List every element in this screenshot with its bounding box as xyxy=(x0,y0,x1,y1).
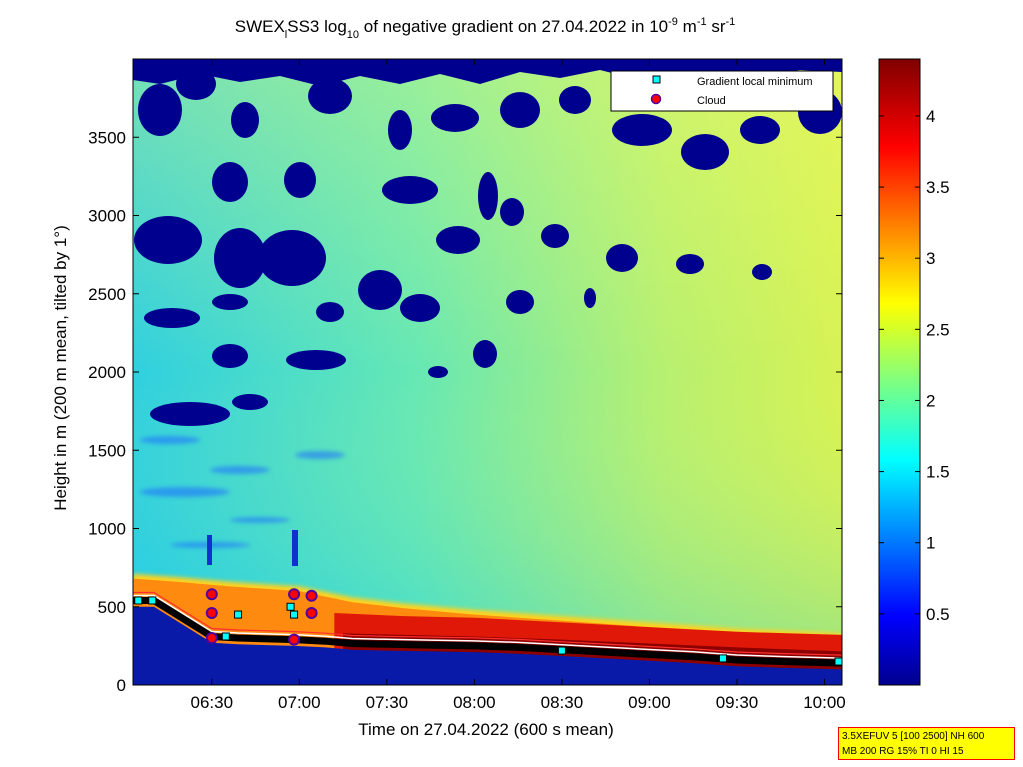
x-axis-label: Time on 27.04.2022 (600 s mean) xyxy=(358,720,613,739)
x-tick-label: 09:00 xyxy=(628,693,671,712)
x-axis: 06:30 07:00 07:30 08:00 08:30 09:00 09:30 10:00 xyxy=(191,59,846,712)
cloud-marker xyxy=(288,633,301,646)
title-sub2: 10 xyxy=(347,29,359,41)
title-sup3: -1 xyxy=(725,16,735,28)
title-sub1: l xyxy=(285,29,287,41)
info-line-2: MB 200 RG 15% TI 0 HI 15 xyxy=(842,746,964,757)
marker-overlay xyxy=(133,588,842,667)
cloud-marker xyxy=(288,588,301,601)
chart-title: SWEXlSS3 log10 of negative gradient on 2… xyxy=(235,16,736,41)
gradient-minimum-marker xyxy=(834,657,842,666)
colorbar-tick-label: 3.5 xyxy=(926,178,950,197)
x-tick-label: 07:00 xyxy=(278,693,321,712)
legend-label-cloud: Cloud xyxy=(697,95,726,107)
y-axis: 0 500 1000 1500 2000 2500 3000 3500 xyxy=(88,128,842,695)
y-tick-label: 0 xyxy=(117,676,126,695)
negative-gradient-gaps xyxy=(133,59,842,426)
cloud-marker xyxy=(205,588,218,601)
title-mid: SS3 log xyxy=(287,17,347,36)
legend-label-gradient-minimum: Gradient local minimum xyxy=(697,76,813,88)
vertical-streaks xyxy=(207,530,298,566)
x-tick-label: 09:30 xyxy=(716,693,759,712)
boundary-line-red xyxy=(133,591,842,656)
colorbar-tick-label: 2.5 xyxy=(926,320,950,339)
ground-clutter-region xyxy=(133,606,842,685)
legend: Gradient local minimum Cloud xyxy=(610,70,834,112)
title-sup2: -1 xyxy=(697,16,707,28)
gradient-minimum-marker xyxy=(290,610,299,619)
colorbar-tick-label: 0.5 xyxy=(926,605,950,624)
y-tick-label: 1000 xyxy=(88,520,126,539)
x-tick-label: 08:30 xyxy=(541,693,584,712)
title-rest: of negative gradient on 27.04.2022 in 10 xyxy=(359,17,668,36)
gradient-minimum-marker xyxy=(557,646,566,655)
cloud-marker xyxy=(305,589,318,602)
gradient-minimum-marker xyxy=(221,632,230,641)
cloud-marker xyxy=(205,632,218,645)
colorbar: 0.5 1 1.5 2 2.5 3 3.5 4 xyxy=(878,58,950,686)
colorbar-tick-label: 1 xyxy=(926,534,935,553)
gradient-minimum-marker xyxy=(134,596,143,605)
colorbar-gradient xyxy=(878,58,921,686)
y-tick-label: 1500 xyxy=(88,441,126,460)
title-sup1: -9 xyxy=(668,16,678,28)
colorbar-tick-label: 1.5 xyxy=(926,463,950,482)
colorbar-tick-label: 4 xyxy=(926,107,935,126)
heatmap-vertical-shading xyxy=(133,59,842,685)
x-tick-label: 07:30 xyxy=(366,693,409,712)
colorbar-ticks: 0.5 1 1.5 2 2.5 3 3.5 4 xyxy=(879,107,950,624)
legend-box xyxy=(610,70,834,112)
info-line-1: 3.5XEFUV 5 [100 2500] NH 600 xyxy=(842,731,985,742)
gradient-minimum-marker xyxy=(148,596,157,605)
y-tick-label: 2000 xyxy=(88,363,126,382)
legend-marker-gradient-minimum xyxy=(652,75,661,84)
heatmap-plot-area xyxy=(133,59,842,685)
colorbar-tick-label: 3 xyxy=(926,249,935,268)
title-unit-sr: sr xyxy=(707,17,726,36)
y-tick-label: 3000 xyxy=(88,207,126,226)
cloud-marker xyxy=(305,607,318,620)
title-main: SWEX xyxy=(235,17,285,36)
legend-marker-cloud xyxy=(650,93,662,105)
info-box: 3.5XEFUV 5 [100 2500] NH 600 MB 200 RG 1… xyxy=(838,727,1015,760)
x-tick-label: 06:30 xyxy=(191,693,234,712)
ground-band xyxy=(133,675,842,685)
boundary-line-white xyxy=(133,594,842,659)
y-axis-label: Height in m (200 m mean, tilted by 1°) xyxy=(51,225,70,511)
boundary-line-black xyxy=(133,597,842,667)
y-tick-label: 3500 xyxy=(88,128,126,147)
x-tick-label: 08:00 xyxy=(453,693,496,712)
gradient-minimum-marker xyxy=(234,610,243,619)
cloud-marker xyxy=(205,607,218,620)
y-tick-label: 500 xyxy=(98,598,126,617)
y-tick-label: 2500 xyxy=(88,285,126,304)
x-tick-label: 10:00 xyxy=(803,693,846,712)
title-unit-m: m xyxy=(678,17,697,36)
gradient-minimum-marker xyxy=(718,654,727,663)
gradient-minimum-marker xyxy=(286,602,295,611)
colorbar-tick-label: 2 xyxy=(926,391,935,410)
